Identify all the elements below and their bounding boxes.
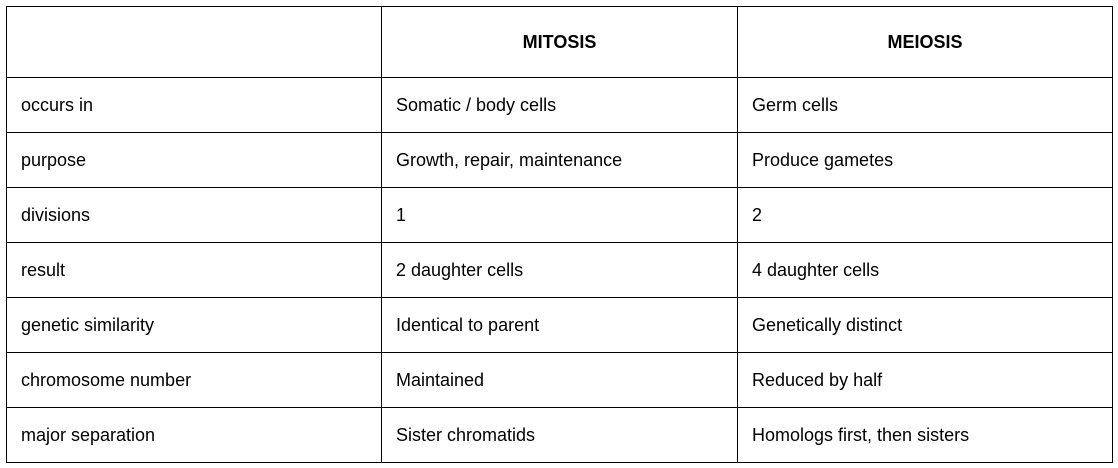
table-cell: Produce gametes: [737, 132, 1113, 188]
table-row: result 2 daughter cells 4 daughter cells: [6, 242, 1113, 298]
table-cell: 4 daughter cells: [737, 242, 1113, 298]
table-cell: Homologs first, then sisters: [737, 407, 1113, 463]
table-row: divisions 1 2: [6, 187, 1113, 243]
table-row: major separation Sister chromatids Homolog…: [6, 407, 1113, 463]
row-label: divisions: [6, 187, 382, 243]
table-row: purpose Growth, repair, maintenance Produc…: [6, 132, 1113, 188]
header-cell: MITOSIS: [381, 6, 738, 78]
row-label: genetic similarity: [6, 297, 382, 353]
table-cell: Maintained: [381, 352, 738, 408]
row-label: chromosome number: [6, 352, 382, 408]
table-row: genetic similarity Identical to parent Gen…: [6, 297, 1113, 353]
row-label: result: [6, 242, 382, 298]
row-label: major separation: [6, 407, 382, 463]
header-row: MITOSIS MEIOSIS: [6, 6, 1113, 78]
comparison-table: MITOSIS MEIOSIS occurs in Somatic / body c…: [6, 6, 1113, 463]
table-cell: Growth, repair, maintenance: [381, 132, 738, 188]
table-cell: 2 daughter cells: [381, 242, 738, 298]
table-cell: Reduced by half: [737, 352, 1113, 408]
table-cell: 1: [381, 187, 738, 243]
header-cell: MEIOSIS: [737, 6, 1113, 78]
table-cell: Genetically distinct: [737, 297, 1113, 353]
table-cell: Identical to parent: [381, 297, 738, 353]
table-cell: Germ cells: [737, 77, 1113, 133]
table-row: occurs in Somatic / body cells Germ cells: [6, 77, 1113, 133]
table-row: chromosome number Maintained Reduced by ha…: [6, 352, 1113, 408]
table-cell: Somatic / body cells: [381, 77, 738, 133]
header-cell: [6, 6, 382, 78]
row-label: purpose: [6, 132, 382, 188]
table-cell: 2: [737, 187, 1113, 243]
table-cell: Sister chromatids: [381, 407, 738, 463]
row-label: occurs in: [6, 77, 382, 133]
